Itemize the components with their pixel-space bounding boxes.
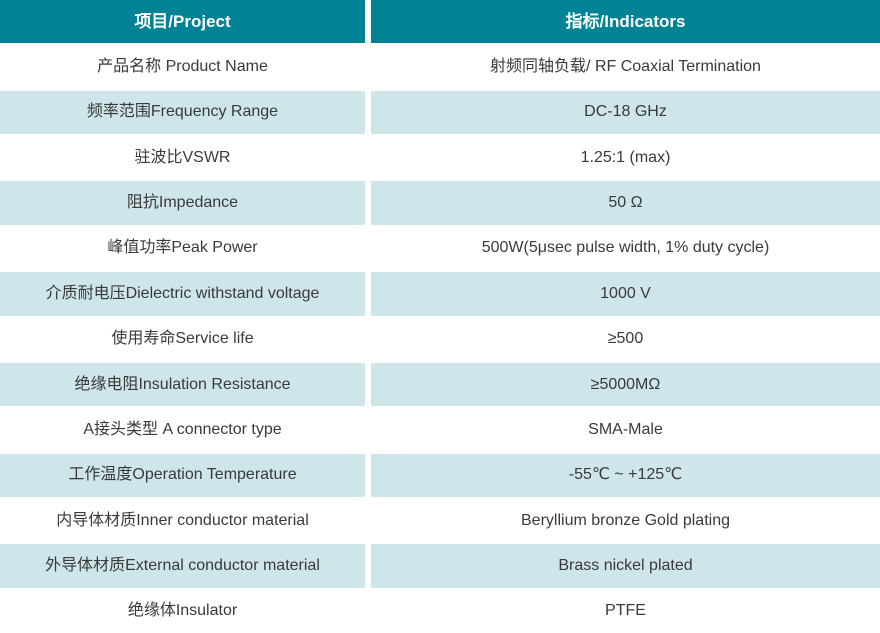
spec-label: 外导体材质External conductor material bbox=[0, 544, 365, 588]
spec-value: ≥5000MΩ bbox=[371, 362, 880, 407]
column-header-project: 项目/Project bbox=[0, 0, 365, 44]
spec-label: 产品名称 Product Name bbox=[0, 45, 365, 89]
spec-label: 绝缘体Insulator bbox=[0, 589, 365, 633]
spec-value: SMA-Male bbox=[371, 408, 880, 452]
column-header-indicators: 指标/Indicators bbox=[371, 0, 880, 44]
spec-label: 峰值功率Peak Power bbox=[0, 226, 365, 271]
spec-label: 介质耐电压Dielectric withstand voltage bbox=[0, 272, 365, 316]
spec-label: 频率范围Frequency Range bbox=[0, 90, 365, 135]
spec-label: 使用寿命Service life bbox=[0, 317, 365, 361]
spec-value: 500W(5μsec pulse width, 1% duty cycle) bbox=[371, 226, 880, 271]
spec-value: Brass nickel plated bbox=[371, 544, 880, 588]
spec-label: 绝缘电阻Insulation Resistance bbox=[0, 362, 365, 407]
spec-value: DC-18 GHz bbox=[371, 90, 880, 135]
spec-value: 1.25:1 (max) bbox=[371, 136, 880, 180]
spec-value: ≥500 bbox=[371, 317, 880, 361]
spec-label: 工作温度Operation Temperature bbox=[0, 453, 365, 497]
spec-label: 内导体材质Inner conductor material bbox=[0, 498, 365, 543]
spec-value: 50 Ω bbox=[371, 181, 880, 225]
spec-value: PTFE bbox=[371, 589, 880, 633]
spec-value: Beryllium bronze Gold plating bbox=[371, 498, 880, 543]
spec-value: 射频同轴负载/ RF Coaxial Termination bbox=[371, 45, 880, 89]
spec-value: 1000 V bbox=[371, 272, 880, 316]
spec-label: A接头类型 A connector type bbox=[0, 408, 365, 452]
spec-value: -55℃ ~ +125℃ bbox=[371, 453, 880, 497]
spec-label: 驻波比VSWR bbox=[0, 136, 365, 180]
spec-label: 阻抗Impedance bbox=[0, 181, 365, 225]
